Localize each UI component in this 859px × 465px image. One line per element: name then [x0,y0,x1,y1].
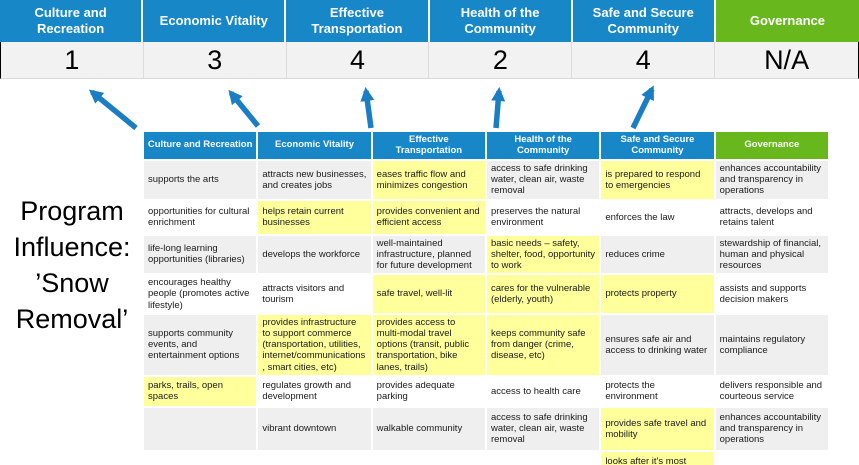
score-culture-and-recreation: 1 [1,42,144,78]
matrix-cell: keeps community safe from danger (crime,… [484,312,602,377]
matrix-header-health-of-the-community: Health of the Community [484,130,602,161]
matrix-header-governance: Governance [713,130,831,161]
matrix-cell: walkable community [370,405,487,452]
matrix-cell: parks, trails, open spaces [141,374,259,408]
matrix-cell: helps retain current businesses [256,198,373,236]
matrix-header-row: Culture and Recreation Economic Vitality… [141,130,831,161]
matrix-cell: preserves the natural environment [484,198,602,236]
matrix-cell: reduces crime [599,233,716,276]
program-influence-title: Program Influence: ’Snow Removal’ [13,196,131,334]
matrix-cell: provides access to multi-modal travel op… [370,312,487,377]
matrix-cell: is prepared to respond to emergencies [599,159,716,201]
matrix-cell: regulates growth and development [256,374,373,408]
matrix-cell: provides safe travel and mobility [599,405,716,452]
score-governance: N/A [764,44,810,75]
matrix-cell: access to safe drinking water, clean air… [484,159,602,201]
matrix-cell: vibrant downtown [256,405,373,452]
matrix-cell [256,449,373,465]
matrix-cell: provides infrastructure to support comme… [256,312,373,377]
up-arrow-icon [491,87,506,129]
score-safe-and-secure-community: 4 [572,42,716,78]
matrix-cell: attracts new businesses, and creates job… [256,159,373,201]
priority-header-band: Culture and Recreation Economic Vitality… [0,0,859,42]
matrix-cell: looks after it's most vulnerable [599,449,716,465]
priority-header-safe-and-secure-community: Safe and Secure Community [572,0,716,42]
up-arrow-icon [630,85,655,130]
matrix-cell: life-long learning opportunities (librar… [141,233,259,276]
matrix-row: vibrant downtown walkable community acce… [141,405,831,452]
matrix-row: opportunities for cultural enrichment he… [141,198,831,236]
matrix-cell: encourages healthy people (promotes acti… [141,273,259,315]
matrix-cell: delivers responsible and courteous servi… [713,374,831,408]
influence-matrix: Culture and Recreation Economic Vitality… [141,130,831,465]
matrix-cell: basic needs – safety, shelter, food, opp… [484,233,602,276]
priority-header-health-of-the-community: Health of the Community [429,0,573,42]
matrix-row: looks after it's most vulnerable [141,449,831,465]
matrix-header-safe-and-secure-community: Safe and Secure Community [599,130,716,161]
matrix-header-economic-vitality: Economic Vitality [256,130,373,161]
matrix-cell: enhances accountability and transparency… [713,405,831,452]
matrix-cell: stewardship of financial, human and phys… [713,233,831,276]
priority-header-culture-and-recreation: Culture and Recreation [0,0,144,42]
matrix-cell: well-maintained infrastructure, planned … [370,233,487,276]
matrix-cell: develops the workforce [256,233,373,276]
matrix-cell: safe travel, well-lit [370,273,487,315]
matrix-cell: ensures safe air and access to drinking … [599,312,716,377]
matrix-cell: assists and supports decision makers [713,273,831,315]
matrix-cell: access to health care [484,374,602,408]
up-arrow-icon [88,89,138,131]
matrix-cell: attracts, develops and retains talent [713,198,831,236]
priority-header-effective-transportation: Effective Transportation [286,0,430,42]
matrix-header-effective-transportation: Effective Transportation [370,130,487,161]
score-effective-transportation: 4 [287,42,430,78]
score-health-of-the-community: 2 [429,42,573,78]
up-arrow-icon [228,89,261,128]
matrix-cell [484,449,602,465]
matrix-cell: supports community events, and entertain… [141,312,259,377]
score-economic-vitality: 3 [144,42,287,78]
priority-header-economic-vitality: Economic Vitality [143,0,287,42]
matrix-cell [141,449,259,465]
matrix-row: supports community events, and entertain… [141,312,831,377]
matrix-cell [141,405,259,452]
matrix-cell: provides convenient and efficient access [370,198,487,236]
matrix-row: parks, trails, open spaces regulates gro… [141,374,831,408]
matrix-cell: enhances accountability and transparency… [713,159,831,201]
priority-header-governance: Governance [715,0,859,42]
matrix-cell: supports the arts [141,159,259,201]
score-band: 1 3 4 2 4 N/A [0,42,859,79]
matrix-cell: opportunities for cultural enrichment [141,198,259,236]
matrix-row: supports the arts attracts new businesse… [141,159,831,201]
matrix-cell [370,449,487,465]
influence-arrows [0,80,859,132]
matrix-cell: eases traffic flow and minimizes congest… [370,159,487,201]
matrix-cell: attracts visitors and tourism [256,273,373,315]
matrix-cell [713,449,831,465]
matrix-row: encourages healthy people (promotes acti… [141,273,831,315]
matrix-cell: protects the environment [599,374,716,408]
up-arrow-icon [360,87,375,129]
matrix-cell: access to safe drinking water, clean air… [484,405,602,452]
matrix-header-culture-and-recreation: Culture and Recreation [141,130,259,161]
matrix-cell: provides adequate parking [370,374,487,408]
matrix-cell: maintains regulatory compliance [713,312,831,377]
matrix-cell: cares for the vulnerable (elderly, youth… [484,273,602,315]
matrix-cell: enforces the law [599,198,716,236]
matrix-row: life-long learning opportunities (librar… [141,233,831,276]
matrix-cell: protects property [599,273,716,315]
